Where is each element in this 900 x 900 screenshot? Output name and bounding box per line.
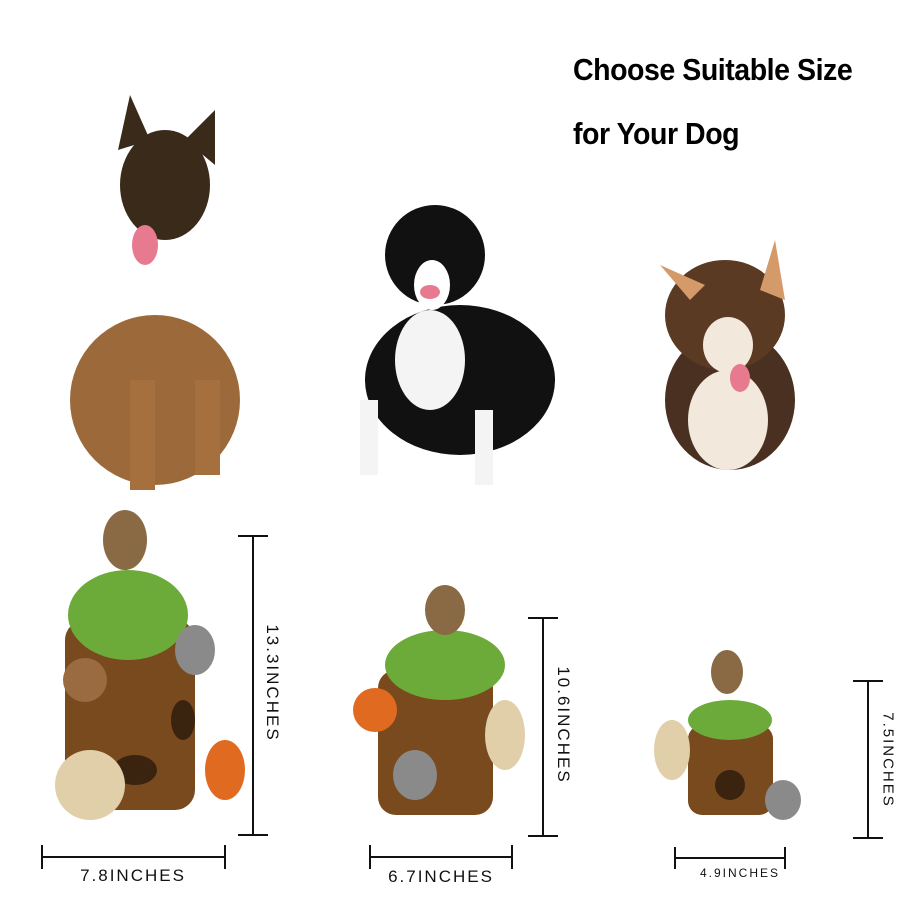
small-width-label: 4.9INCHES — [699, 866, 781, 880]
small-height-label: 7.5INCHES — [879, 712, 897, 808]
toy-small — [654, 650, 801, 820]
border-collie-dog — [360, 205, 555, 485]
german-shepherd-dog — [70, 95, 240, 490]
large-width-label: 7.8INCHES — [80, 866, 186, 885]
heading-line-2: for Your Dog — [573, 116, 740, 151]
large-height-label: 13.3INCHES — [263, 624, 282, 742]
toy-medium — [353, 585, 525, 815]
dimension-lines — [41, 535, 883, 869]
medium-width-label: 6.7INCHES — [388, 867, 494, 886]
medium-height-label: 10.6INCHES — [554, 666, 573, 784]
toy-large — [55, 510, 245, 820]
corgi-puppy — [660, 240, 795, 470]
heading-line-1: Choose Suitable Size — [573, 52, 853, 87]
